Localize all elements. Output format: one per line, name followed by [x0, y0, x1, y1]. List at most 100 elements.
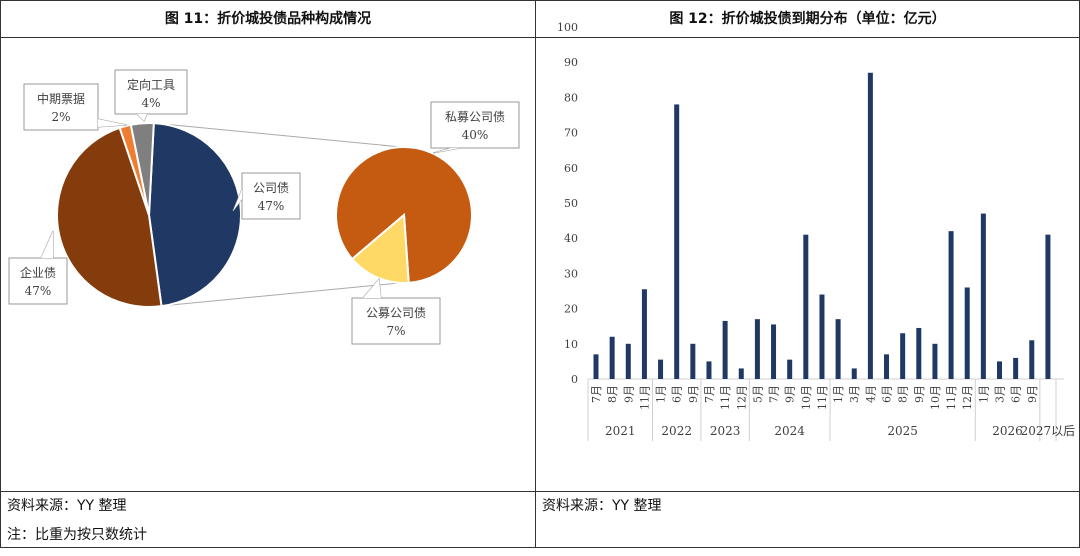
x-tick-label: 4月	[864, 385, 877, 403]
callout-box	[430, 101, 520, 149]
pie-slice-企业债	[56, 126, 163, 308]
y-tick-label: 90	[564, 56, 578, 69]
callout-pointer-fill	[363, 279, 381, 298]
bar-2025-6月	[884, 354, 890, 379]
bar-2022-6月	[674, 104, 680, 379]
callout-pointer-fill	[233, 189, 242, 211]
pie-slice-定向工具	[129, 122, 155, 216]
bar-2026-9月	[1029, 340, 1035, 379]
bar-2025-11月	[948, 231, 954, 379]
x-tick-label: 11月	[719, 385, 732, 410]
x-tick-label: 7月	[703, 385, 716, 403]
pie-title: 图 11：折价城投债品种构成情况	[1, 1, 535, 38]
y-tick-label: 0	[571, 373, 578, 386]
callout-box	[351, 297, 441, 345]
x-group-label: 2021	[605, 424, 636, 438]
bar-2025-1月	[835, 319, 841, 379]
bar-2025-8月	[900, 333, 906, 379]
x-tick-label: 11月	[816, 385, 829, 410]
x-tick-label: 10月	[800, 385, 813, 410]
x-tick-label: 9月	[784, 385, 797, 403]
bar-2025-9月	[916, 327, 922, 379]
pie-slice-公募公司债	[350, 212, 410, 284]
x-tick-label: 12月	[735, 385, 748, 410]
y-tick-label: 10	[564, 338, 578, 351]
data-label-name: 定向工具	[127, 77, 175, 92]
bar-2024-9月	[787, 359, 793, 379]
x-group-label: 2022	[661, 424, 692, 438]
callout-box	[23, 83, 99, 131]
x-tick-label: 1月	[832, 385, 845, 403]
x-group-label: 2024	[774, 424, 805, 438]
x-tick-label: 6月	[881, 385, 894, 403]
source-text: 资料来源：YY 整理	[7, 498, 127, 514]
x-tick-label: 8月	[606, 385, 619, 403]
bar-2021-7月	[593, 354, 599, 379]
data-label-pct: 4%	[141, 96, 160, 110]
callout-pointer-fill	[98, 119, 127, 127]
bar-2024-5月	[754, 319, 760, 379]
x-tick-label: 9月	[1026, 385, 1039, 403]
data-label-name: 私募公司债	[445, 110, 505, 124]
x-group-label: 2023	[710, 424, 741, 438]
bar-2022-9月	[690, 343, 696, 379]
pie-footer: 资料来源：YY 整理 注：比重为按只数统计	[1, 491, 535, 547]
data-label-pct: 7%	[386, 324, 405, 338]
y-tick-label: 100	[557, 21, 578, 34]
bar-2026-1月	[980, 213, 986, 379]
x-tick-label: 7月	[590, 385, 603, 403]
x-tick-label: 6月	[671, 385, 684, 403]
data-label-name: 公司债	[253, 181, 289, 195]
source-text: 资料来源：YY 整理	[542, 498, 662, 514]
callout-box	[241, 172, 301, 220]
x-tick-label: 9月	[622, 385, 635, 403]
x-tick-label: 1月	[977, 385, 990, 403]
x-tick-label: 3月	[994, 385, 1007, 403]
bar-2025-4月	[867, 72, 873, 379]
x-tick-label: 3月	[848, 385, 861, 403]
x-group-label: 2025	[887, 424, 918, 438]
bar-2025-10月	[932, 343, 938, 379]
bar-2025-3月	[851, 368, 857, 379]
data-label-pct: 47%	[25, 284, 52, 298]
connector-line	[152, 122, 402, 148]
y-tick-label: 30	[564, 267, 578, 280]
bar-2027以后-	[1045, 234, 1051, 379]
data-label-name: 公募公司债	[366, 306, 426, 320]
x-group-label: 2027以后	[1021, 424, 1076, 438]
x-group-label: 2026	[992, 424, 1023, 438]
note-text: 注：比重为按只数统计	[7, 527, 147, 543]
bar-panel: 图 12：折价城投债到期分布（单位：亿元） 0 10 20 30 40 50 60 70 80 9…	[535, 0, 1080, 548]
x-tick-label: 11月	[945, 385, 958, 410]
x-tick-label: 12月	[961, 385, 974, 410]
x-tick-label: 10月	[929, 385, 942, 410]
callout-pointer-fill	[41, 231, 53, 258]
x-tick-label: 9月	[687, 385, 700, 403]
bar-2021-11月	[641, 289, 647, 379]
bar-title: 图 12：折价城投债到期分布（单位：亿元）	[536, 1, 1079, 38]
pie-chart: 公司债 47% 企业债 47% 中期票据 2% 定向工具 4% 私募公司债 40% 公募公司债 7%	[8, 69, 520, 345]
bar-2023-11月	[722, 320, 728, 379]
y-tick-label: 40	[564, 232, 578, 245]
y-tick-label: 60	[564, 162, 578, 175]
bar-footer: 资料来源：YY 整理	[536, 491, 1079, 547]
data-label-name: 中期票据	[37, 91, 85, 106]
bar-2021-8月	[609, 336, 615, 379]
callout-box	[8, 257, 68, 305]
x-tick-label: 7月	[768, 385, 781, 403]
callout-pointer-fill	[137, 114, 147, 121]
bar-2022-1月	[658, 359, 664, 379]
y-tick-label: 20	[564, 303, 578, 316]
bar-2024-11月	[819, 294, 825, 379]
bar-2021-9月	[625, 343, 631, 379]
bar-2023-7月	[706, 361, 712, 379]
pie-panel: 图 11：折价城投债品种构成情况 公司债 47% 企业债 47% 中期票据 2% 定向工具 4…	[0, 0, 536, 548]
y-tick-label: 80	[564, 91, 578, 104]
bar-2023-12月	[738, 368, 744, 379]
x-tick-label: 5月	[751, 385, 764, 403]
bar-2024-10月	[803, 234, 809, 379]
bar-2024-7月	[771, 324, 777, 379]
y-tick-label: 70	[564, 127, 578, 140]
x-tick-label: 1月	[655, 385, 668, 403]
